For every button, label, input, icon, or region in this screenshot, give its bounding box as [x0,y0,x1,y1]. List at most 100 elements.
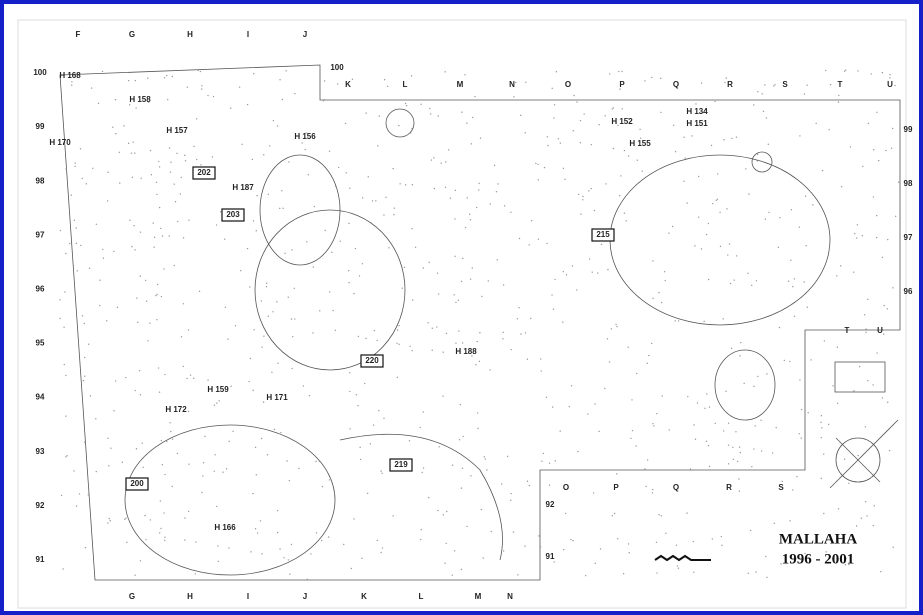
stipple [611,108,613,110]
stipple [409,132,412,134]
stipple [445,332,448,335]
grid-label: J [303,592,307,601]
grid-label: Q [673,80,679,89]
stipple [697,175,700,178]
stipple [420,528,423,531]
stipple [697,216,700,218]
stipple [228,440,230,443]
stipple [156,293,158,296]
stipple [590,187,592,190]
stipple [232,430,234,433]
stipple [261,553,263,555]
stipple [503,205,506,207]
stipple [398,343,400,346]
stipple [766,576,768,579]
stipple [437,115,440,117]
stipple [469,278,472,280]
stipple [661,395,663,397]
stipple [106,320,108,322]
stipple [454,255,456,258]
stipple [620,175,622,177]
stipple [803,93,806,95]
stipple [481,295,483,298]
stipple [462,257,464,260]
stipple [147,340,149,342]
stipple [727,254,729,256]
stipple [422,267,425,269]
title: 1996 - 2001 [782,551,855,567]
stipple [754,425,756,427]
stipple [131,176,134,179]
stipple [344,122,347,125]
stipple [714,100,716,103]
stipple [160,439,163,442]
stipple [571,265,574,267]
stipple [294,93,296,95]
stipple [304,148,306,151]
stipple [810,359,812,361]
stipple [397,329,399,331]
stipple [502,284,505,286]
stipple [707,222,710,225]
stipple [651,76,653,79]
stipple [383,417,385,419]
stipple [881,397,884,399]
stipple [855,237,858,239]
stipple [686,202,688,204]
stipple [489,369,491,371]
stipple [727,422,730,424]
stipple [894,84,896,87]
stipple [318,460,321,463]
stipple [464,226,467,229]
stipple [530,317,532,320]
stipple [99,279,101,281]
stipple [723,430,725,432]
stipple [858,365,861,368]
stipple [254,528,257,530]
stipple [88,267,91,270]
stipple [163,512,165,514]
grid-label: 91 [36,555,45,564]
stipple [256,532,259,534]
stipple [520,333,522,335]
structure-label: H 134 [686,107,708,116]
stipple [820,477,823,480]
stipple [621,70,623,73]
grid-label: H [187,592,193,601]
structure-label: 200 [130,479,144,488]
stipple [582,195,584,198]
stipple [414,246,417,248]
stipple [214,454,216,456]
stipple [249,357,252,360]
stipple [551,87,553,90]
stipple [572,540,574,542]
stipple [421,471,423,474]
stipple [849,146,852,148]
stipple [401,287,403,289]
stipple [460,280,463,283]
stipple [366,492,369,495]
stipple [180,176,182,179]
stipple [800,408,803,411]
stipple [224,306,227,309]
stipple [131,245,133,248]
stipple [864,314,866,316]
stipple [277,509,279,512]
stipple [480,508,483,511]
stipple [182,365,184,368]
grid-label: Q [673,483,679,492]
stipple [513,96,515,98]
stipple [876,352,878,354]
stipple [211,156,214,158]
stipple [843,70,846,72]
stipple [607,268,609,271]
grid-label: K [361,592,367,601]
stipple [821,169,824,172]
stipple [321,539,323,542]
grid-label: G [129,30,135,39]
stipple [470,475,472,477]
stipple [606,338,609,340]
stipple [548,484,551,486]
stipple [793,278,796,280]
stipple [840,185,843,188]
